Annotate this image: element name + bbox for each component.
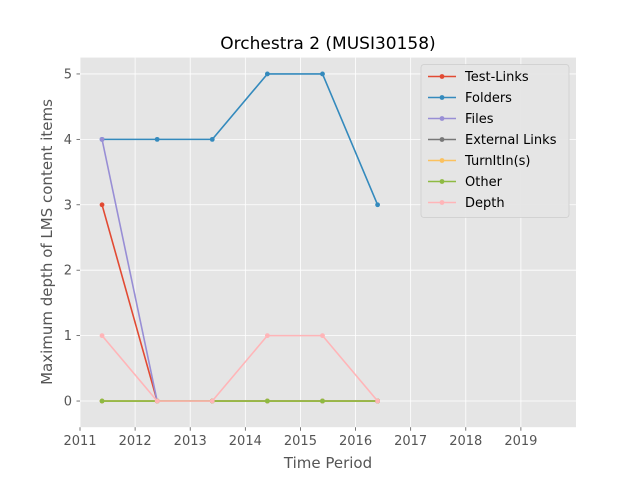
data-point-files <box>99 136 105 142</box>
x-tick-label: 2017 <box>394 434 427 449</box>
y-axis-label: Maximum depth of LMS content items <box>38 99 56 385</box>
data-point-folders <box>209 136 215 142</box>
x-tick-label: 2012 <box>119 434 152 449</box>
legend-label: External Links <box>465 133 557 148</box>
legend-item-files: Files <box>428 112 494 127</box>
y-tick-label: 1 <box>64 329 72 344</box>
x-tick-label: 2016 <box>339 434 372 449</box>
y-tick-label: 4 <box>64 133 72 148</box>
y-tick-label: 0 <box>64 395 72 410</box>
data-point-depth <box>154 398 160 404</box>
data-point-other <box>320 398 325 404</box>
data-point-folders <box>320 71 325 77</box>
x-axis-ticks: 2011 2012 2013 2014 2015 2016 2017 2018 2019 <box>63 427 537 449</box>
data-point-depth <box>264 333 270 339</box>
data-point-depth <box>375 398 380 404</box>
y-tick-label: 5 <box>64 67 72 82</box>
legend-swatch-marker <box>439 179 445 184</box>
series-line-depth <box>101 334 379 402</box>
legend-item-test-links: Test-Links <box>428 70 529 85</box>
data-point-depth <box>209 398 215 404</box>
legend-item-depth: Depth <box>428 196 505 211</box>
x-tick-label: 2011 <box>63 434 96 449</box>
data-point-other <box>99 398 105 404</box>
legend-label: Other <box>465 175 503 190</box>
legend-label: Depth <box>465 196 505 211</box>
legend-swatch-marker <box>439 116 445 121</box>
legend-item-external-links: External Links <box>428 133 557 148</box>
x-tick-label: 2013 <box>174 434 207 449</box>
legend-swatch-marker <box>439 158 445 163</box>
y-tick-label: 2 <box>64 264 72 279</box>
data-point-depth <box>99 333 105 339</box>
legend-label: Files <box>465 112 494 127</box>
data-point-folders <box>375 202 380 208</box>
y-axis-ticks: 0 1 2 3 4 5 <box>64 67 80 410</box>
chart-title: Orchestra 2 (MUSI30158) <box>220 34 435 54</box>
legend-box <box>420 64 570 218</box>
legend-label: Folders <box>465 91 512 106</box>
legend-swatch-marker <box>439 200 445 205</box>
legend-swatch-marker <box>439 74 445 79</box>
legend-item-folders: Folders <box>428 91 512 106</box>
legend-item-other: Other <box>428 175 503 190</box>
data-point-other <box>264 398 270 404</box>
series-line-folders <box>102 73 379 206</box>
series-depth <box>99 333 380 404</box>
x-axis-label: Time Period <box>283 454 372 472</box>
x-tick-label: 2019 <box>504 434 537 449</box>
y-tick-label: 3 <box>64 198 72 213</box>
x-tick-label: 2014 <box>229 434 262 449</box>
data-point-depth <box>320 333 325 339</box>
x-tick-label: 2018 <box>449 434 482 449</box>
data-point-folders <box>264 71 270 77</box>
legend: Test-Links Folders Files External Links Turn… <box>420 64 570 218</box>
data-point-folders <box>154 136 160 142</box>
legend-item-turnitin-s: TurnItIn(s) <box>428 154 530 169</box>
data-point-test-links <box>99 202 105 208</box>
legend-swatch-marker <box>439 95 445 100</box>
legend-swatch-marker <box>439 137 445 142</box>
legend-label: Test-Links <box>464 70 529 85</box>
series-layer <box>99 71 380 404</box>
x-tick-label: 2015 <box>284 434 317 449</box>
legend-label: TurnItIn(s) <box>464 154 530 169</box>
